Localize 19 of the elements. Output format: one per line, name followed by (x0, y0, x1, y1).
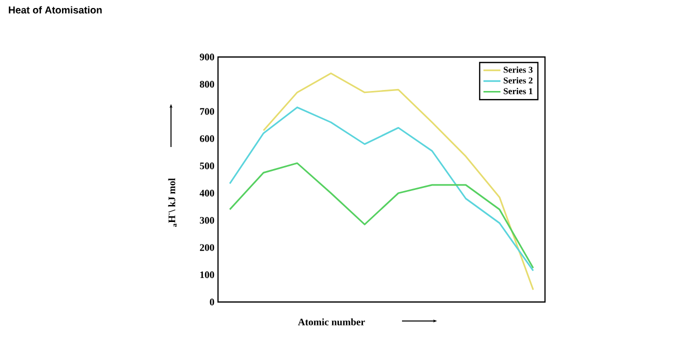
x-axis-title: Atomic number (298, 318, 365, 326)
y-tick-label: 300 (200, 216, 214, 224)
legend-label: Series 2 (504, 77, 532, 84)
y-tick-label: 700 (200, 108, 214, 115)
y-tick-label: 500 (200, 162, 214, 170)
y-tick-label: 200 (200, 244, 214, 251)
y-tick-label: 600 (200, 135, 214, 142)
y-tick-label: 0 (210, 298, 214, 306)
y-tick-label: 400 (200, 190, 214, 196)
text: Heat of Atomisation (8, 6, 102, 14)
legend-label: Series 1 (504, 88, 532, 94)
y-axis-title: $_{a}$H$^{·}$\ kJ mol (168, 178, 177, 227)
legend-label: Series 3 (504, 66, 533, 73)
line-series (229, 162, 534, 269)
y-tick-label: 900 (200, 54, 214, 60)
line-series (262, 72, 534, 291)
y-tick-label: 100 (200, 271, 214, 278)
y-tick-label: 800 (200, 80, 214, 88)
line-series (229, 106, 534, 272)
